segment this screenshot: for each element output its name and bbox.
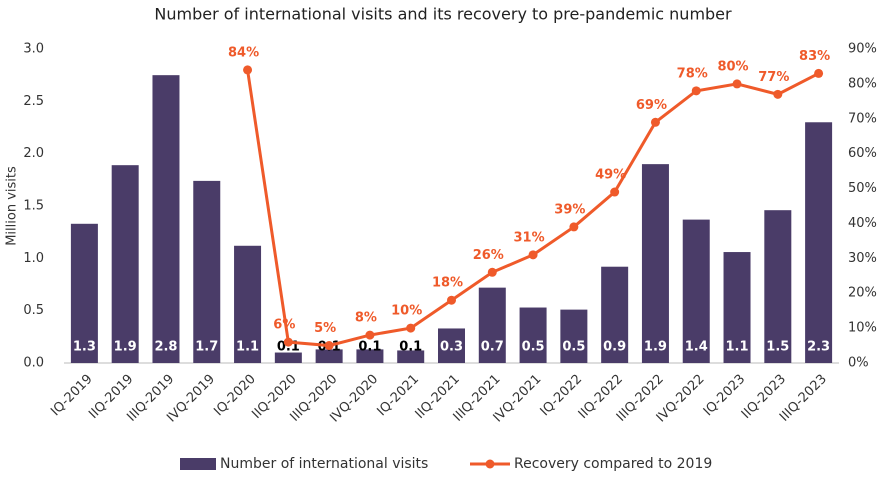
bar-value-label: 0.9 <box>603 340 626 355</box>
y2-tick-label: 50% <box>848 181 877 196</box>
legend-item: Recovery compared to 2019 <box>470 456 712 472</box>
bar-value-label: 0.1 <box>358 340 381 355</box>
line-value-label: 39% <box>554 202 585 217</box>
line-point <box>569 222 579 232</box>
line-value-label: 26% <box>473 248 504 263</box>
bar-value-label: 0.5 <box>562 340 585 355</box>
bar <box>111 165 139 363</box>
bar <box>438 328 465 363</box>
bar-value-label: 1.5 <box>766 340 789 355</box>
bar-value-label: 1.9 <box>114 340 137 355</box>
line-value-label: 69% <box>636 98 667 113</box>
y2-tick-label: 60% <box>848 146 877 161</box>
line-point <box>406 323 416 333</box>
y2-tick-label: 0% <box>848 356 869 371</box>
line-point <box>650 117 660 127</box>
chart-title: Number of international visits and its r… <box>154 5 732 24</box>
line-point <box>814 68 824 78</box>
y-tick-label: 0.5 <box>23 303 44 318</box>
bar <box>397 350 425 363</box>
bar <box>478 287 506 363</box>
line-point <box>324 341 334 351</box>
line-value-label: 5% <box>314 321 336 336</box>
bar-value-label: 0.5 <box>522 340 545 355</box>
y-tick-label: 3.0 <box>23 42 44 57</box>
bar <box>315 349 343 363</box>
bar <box>682 219 710 363</box>
line-value-label: 31% <box>514 230 545 245</box>
line-point <box>243 65 253 75</box>
line-value-label: 78% <box>677 66 708 81</box>
legend-label: Recovery compared to 2019 <box>514 456 712 472</box>
y-tick-label: 2.5 <box>23 94 44 109</box>
bar <box>193 180 221 363</box>
legend-swatch-marker <box>485 459 495 469</box>
bar-value-label: 0.1 <box>399 340 422 355</box>
y2-tick-label: 80% <box>848 76 877 91</box>
bar-value-label: 1.9 <box>644 340 667 355</box>
bar <box>519 307 547 363</box>
line-point <box>447 295 456 305</box>
line-value-label: 49% <box>595 168 626 183</box>
legend-swatch <box>180 458 216 470</box>
bar-value-label: 1.1 <box>236 340 259 355</box>
bar-value-label: 2.3 <box>807 340 830 355</box>
line-point <box>487 267 497 277</box>
y2-tick-label: 30% <box>848 251 877 266</box>
y2-tick-label: 70% <box>848 111 877 126</box>
bar <box>723 252 751 363</box>
bar-value-label: 0.7 <box>481 340 504 355</box>
y-tick-label: 1.5 <box>23 199 44 214</box>
bar <box>601 266 629 363</box>
line-point <box>691 86 701 96</box>
line-value-label: 83% <box>799 49 830 64</box>
bar <box>356 349 384 363</box>
bar <box>70 223 98 363</box>
bar-value-label: 1.7 <box>195 340 218 355</box>
bar <box>152 75 180 364</box>
bar-value-label: 1.3 <box>73 340 96 355</box>
bar <box>274 352 302 363</box>
line-point <box>528 250 538 260</box>
y-tick-label: 2.0 <box>23 146 44 161</box>
y2-tick-label: 90% <box>848 42 877 57</box>
bar-value-label: 1.1 <box>726 340 749 355</box>
y-tick-label: 1.0 <box>23 251 44 266</box>
bar-value-label: 0.3 <box>440 340 463 355</box>
line-value-label: 77% <box>758 70 789 85</box>
line-value-label: 84% <box>228 45 259 60</box>
y2-tick-label: 40% <box>848 216 877 231</box>
bar <box>764 210 792 363</box>
bar-value-label: 1.4 <box>685 340 708 355</box>
bar <box>805 122 833 364</box>
line-point <box>610 187 620 197</box>
legend-item: Number of international visits <box>180 456 428 472</box>
line-point <box>773 89 783 99</box>
line-value-label: 80% <box>717 59 748 74</box>
y-tick-label: 0.0 <box>23 356 44 371</box>
legend-label: Number of international visits <box>220 456 428 472</box>
line-point <box>365 330 375 340</box>
bar <box>234 245 262 363</box>
line-value-label: 8% <box>355 311 377 326</box>
line-value-label: 6% <box>273 318 295 333</box>
line-point <box>732 79 742 89</box>
line-point <box>283 337 293 347</box>
bar <box>560 309 588 363</box>
line-value-label: 18% <box>432 276 463 291</box>
y2-tick-label: 10% <box>848 321 877 336</box>
bar <box>641 164 669 363</box>
line-value-label: 10% <box>391 304 422 319</box>
y-axis-label: Million visits <box>5 166 20 246</box>
bar-value-label: 2.8 <box>154 340 177 355</box>
y2-tick-label: 20% <box>848 286 877 301</box>
